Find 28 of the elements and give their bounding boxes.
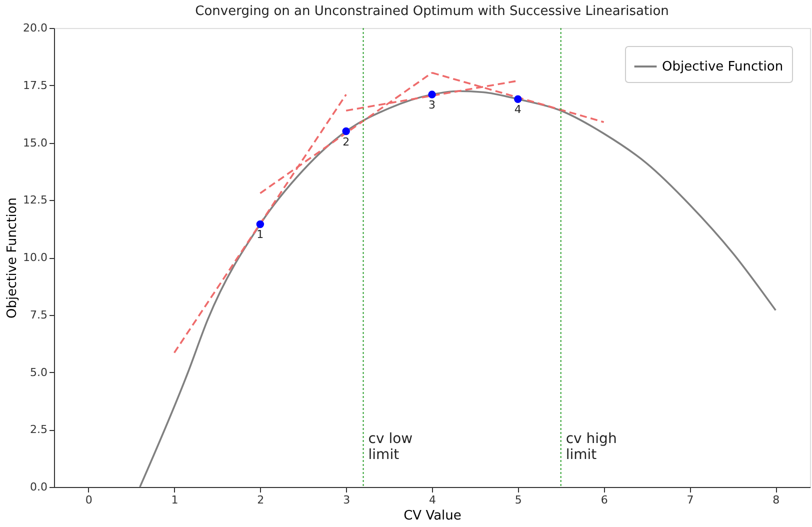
x-tick-label: 1 [171, 494, 178, 506]
ref-line-label: cv low limit [368, 431, 413, 463]
annotation: 2 [342, 135, 350, 148]
legend-label: Objective Function [662, 60, 784, 74]
y-tick-label: 7.5 [30, 308, 48, 322]
y-tick-label: 20.0 [23, 22, 48, 34]
x-tick-label: 0 [85, 494, 92, 506]
x-tick-label: 3 [343, 494, 350, 506]
y-tick-label: 0.0 [30, 480, 48, 494]
annotation: 3 [428, 98, 436, 112]
annotation: 1 [256, 228, 264, 242]
x-tick-label: 4 [429, 494, 436, 506]
x-tick-label: 6 [600, 494, 608, 506]
y-axis-title: Objective Function [5, 197, 20, 319]
x-tick-label: 5 [514, 494, 522, 506]
x-tick-label: 7 [686, 494, 694, 506]
annotation: 4 [514, 103, 522, 116]
y-tick-label: 12.5 [23, 194, 48, 207]
y-tick-label: 17.5 [23, 78, 48, 92]
y-tick-label: 5.0 [30, 366, 48, 379]
ref-line-label: cv high limit [566, 431, 617, 463]
x-tick-label: 2 [257, 494, 264, 506]
chart-title: Converging on an Unconstrained Optimum with Successive Linearisation [195, 4, 669, 19]
x-axis-title: CV Value [404, 508, 462, 524]
x-tick-label: 8 [772, 494, 780, 506]
y-tick-label: 10.0 [23, 251, 48, 264]
y-tick-label: 15.0 [23, 136, 48, 150]
y-tick-label: 2.5 [30, 423, 48, 436]
